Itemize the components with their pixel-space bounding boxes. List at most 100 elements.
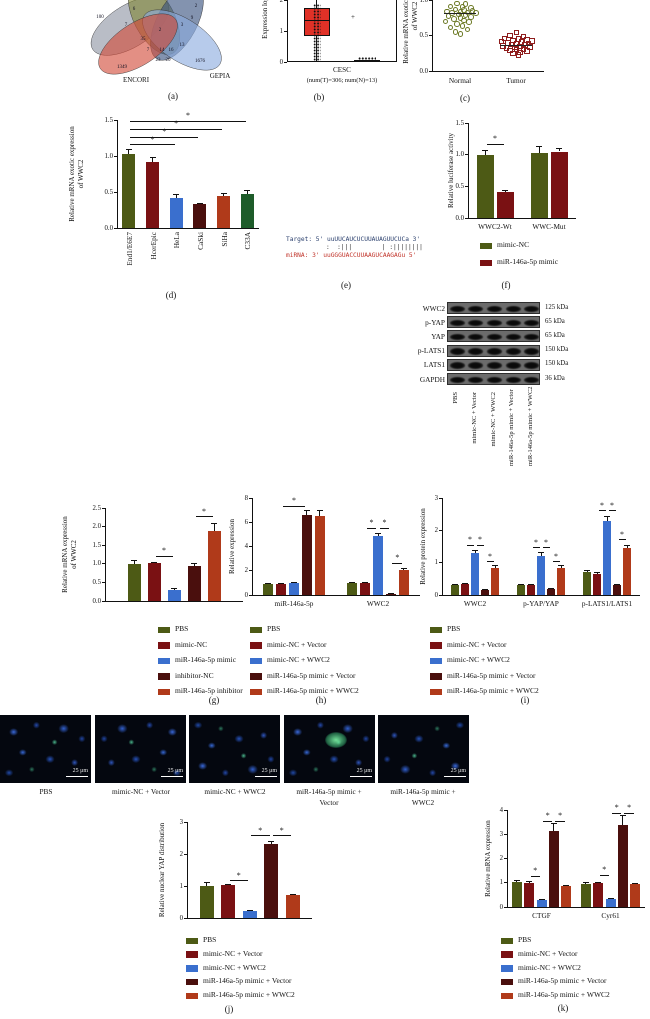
y-axis (105, 508, 106, 601)
sig-line (599, 874, 609, 876)
scatter-point-square (507, 47, 513, 54)
legend-swatch (430, 688, 442, 695)
sig-star: * (236, 870, 241, 880)
error-bar (586, 569, 588, 573)
fluorescence-image-mimic-wwc2: 25 μm (378, 715, 469, 783)
error-cap (225, 883, 231, 885)
error-cap (291, 581, 297, 583)
x-axis (442, 595, 640, 596)
sig-star: * (544, 537, 548, 547)
sig-star: * (162, 127, 167, 137)
legend-swatch (250, 688, 262, 695)
x-tick-label: WWC2 (463, 599, 487, 608)
venn-set-label: GEPIA (210, 72, 231, 80)
sig-line (466, 544, 474, 546)
error-cap (220, 193, 227, 195)
sig-star: * (488, 551, 492, 561)
bar (146, 161, 159, 228)
sig-star: * (202, 506, 206, 516)
error-bar (128, 148, 130, 154)
blot-band (449, 362, 465, 369)
error-cap (526, 881, 533, 883)
sig-line (542, 547, 550, 549)
y-axis (117, 120, 118, 228)
venn-ellipse (98, 13, 178, 75)
venn-count: 7 (147, 48, 150, 53)
error-bar (223, 193, 224, 197)
error-cap (246, 910, 253, 911)
legend-swatch (250, 642, 262, 649)
bar (517, 585, 525, 595)
mean-line (500, 45, 532, 47)
legend-label: inhibitor-NC (175, 670, 214, 680)
bar (471, 552, 479, 595)
blot-kda-label: 36 kDa (545, 374, 565, 382)
blot-kda-label: 125 kDa (545, 303, 569, 311)
blot-band (487, 348, 502, 355)
legend-label: miR-146a-5p mimic + WWC2 (518, 990, 610, 1000)
normal-group-line (354, 60, 381, 62)
scatter-point-circle (454, 0, 460, 7)
error-cap (528, 584, 534, 585)
x-tick-label: WWC-Mut (532, 222, 566, 231)
scatter-point-circle (473, 10, 479, 17)
error-cap (548, 588, 554, 590)
x-tick-label: p-LATS1/LATS1 (581, 599, 633, 608)
sig-star: * (620, 529, 624, 539)
error-cap (538, 552, 544, 554)
error-cap (400, 568, 407, 570)
bar (207, 531, 221, 601)
bar (547, 589, 555, 595)
scatter-point-square (501, 35, 508, 42)
error-cap (513, 880, 520, 882)
y-tick-label: 1 (279, 27, 283, 35)
fluorescence-image-mimic-vector: 25 μm (284, 715, 375, 783)
venn-count: 100 (96, 15, 104, 20)
sig-star: * (382, 518, 387, 528)
y-tick (114, 155, 117, 157)
error-bar (474, 549, 476, 553)
sig-star: * (534, 537, 538, 547)
error-cap (502, 190, 508, 192)
blot-lane-label: miR-146a-5p mimic + Vector (508, 389, 516, 466)
panel-k-bar-chart: 0 1 2 3 4 Relative mRNA expression CTGF Cyr61 * *… (478, 800, 650, 922)
y-axis-label: Relative mRNA expression of WWC2 (61, 516, 78, 593)
y-tick-label: 0.5 (455, 182, 465, 190)
error-bar (213, 523, 215, 532)
y-tick-label: 0.0 (419, 67, 429, 75)
micro-label-line: mimic-NC + WWC2 (204, 787, 266, 796)
panel-b-boxplot: 0 1 2 Expression log + CESC (num(T)=306; num(N… (255, 0, 400, 92)
bar (530, 153, 548, 218)
sig-star: * (186, 111, 190, 121)
legend-label: mimic-NC + Vector (447, 639, 507, 649)
y-axis (252, 498, 253, 595)
jitter-strip (312, 3, 321, 62)
y-tick (429, 70, 432, 72)
sig-star: * (279, 825, 284, 835)
blot-kda-label: 65 kDa (545, 331, 565, 339)
legend-label: PBS (518, 935, 532, 944)
error-cap (171, 588, 177, 590)
legend-label: mimic-NC (497, 240, 530, 249)
blot-band (505, 362, 521, 369)
venn-count: 1676 (195, 59, 206, 64)
blot-row-label: LATS1 (423, 360, 445, 370)
legend-label: mimic-NC + WWC2 (267, 655, 330, 664)
blot-kda-label: 150 kDa (545, 360, 569, 368)
sig-star: * (627, 803, 632, 813)
y-axis-label: Relative protein expression (419, 508, 427, 585)
x-tick-label: p-YAP/YAP (523, 599, 559, 608)
legend-label: miR-146a-5p mimic + WWC2 (203, 990, 295, 1000)
error-bar (606, 515, 608, 521)
mirna-sequence: miRNA: 3' uuGGGUACCUUAAGUCAAGAGu 5' (286, 252, 417, 259)
micro-label-line: WWC2 (411, 797, 435, 807)
sig-star: * (533, 866, 538, 876)
sig-star: * (493, 134, 497, 144)
y-tick (284, 61, 287, 63)
panel-label-j: (j) (224, 1004, 234, 1014)
legend-swatch (480, 259, 492, 266)
y-tick (465, 154, 468, 156)
sig-line (598, 510, 606, 512)
